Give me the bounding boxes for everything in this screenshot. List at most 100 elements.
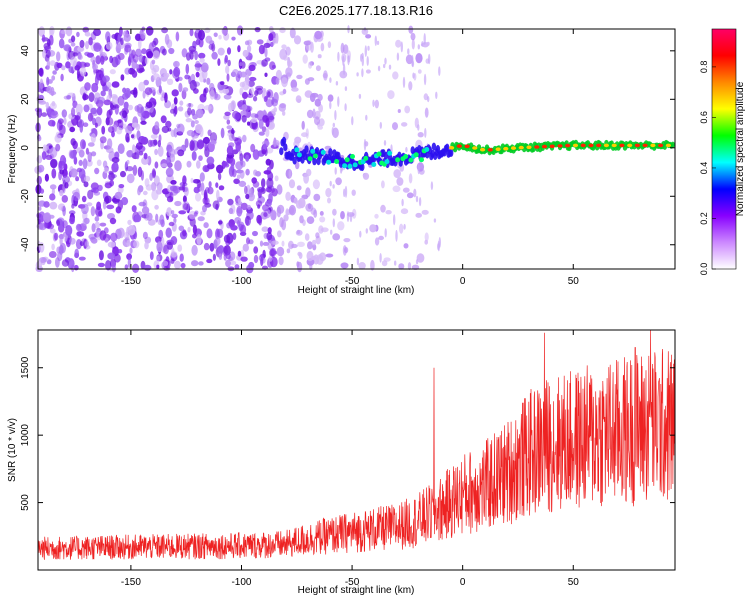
heatmap-noise-blob	[395, 229, 398, 242]
heatmap-noise-blob	[396, 177, 404, 186]
heatmap-noise-blob	[266, 147, 274, 154]
heatmap-noise-blob	[209, 82, 215, 91]
heatmap-noise-blob	[380, 204, 386, 213]
heatmap-noise-blob	[232, 232, 237, 240]
heatmap-y-tick-label: 20	[20, 93, 31, 105]
heatmap-noise-blob	[109, 69, 116, 75]
heatmap-noise-blob	[415, 195, 419, 203]
heatmap-noise-blob	[344, 185, 348, 198]
heatmap-signal-peak	[534, 145, 540, 149]
heatmap-noise-blob	[204, 143, 208, 151]
heatmap-noise-blob	[189, 79, 197, 91]
heatmap-noise-blob	[138, 38, 142, 50]
heatmap-noise-blob	[126, 166, 134, 172]
heatmap-noise-blob	[271, 96, 275, 106]
heatmap-noise-blob	[111, 95, 119, 106]
heatmap-noise-blob	[310, 255, 317, 261]
heatmap-noise-blob	[327, 94, 334, 102]
heatmap-noise-blob	[343, 238, 351, 243]
heatmap-noise-blob	[384, 228, 387, 238]
heatmap-noise-blob	[137, 187, 141, 196]
heatmap-signal-peak	[627, 143, 633, 148]
heatmap-noise-blob	[337, 51, 340, 62]
heatmap-x-ticks: -150 -100 -50 0 50	[121, 29, 579, 287]
heatmap-noise-blob	[424, 232, 429, 242]
heatmap-noise-blob	[400, 208, 409, 215]
heatmap-noise-blob	[365, 69, 371, 74]
heatmap-noise-blob	[267, 91, 271, 98]
heatmap-noise-blob	[206, 228, 213, 239]
heatmap-noise-blob	[224, 111, 231, 117]
heatmap-noise-blob	[170, 251, 178, 258]
heatmap-noise-blob	[156, 264, 160, 269]
heatmap-noise-blob	[270, 210, 277, 221]
heatmap-noise-blob	[344, 103, 347, 112]
heatmap-signal-blob	[283, 143, 288, 152]
heatmap-noise-blob	[142, 190, 148, 196]
heatmap-noise-blob	[50, 158, 58, 168]
heatmap-noise-blob	[249, 87, 254, 94]
heatmap-noise-blob	[39, 78, 44, 90]
heatmap-noise-blob	[46, 59, 51, 70]
heatmap-noise-blob	[87, 189, 94, 200]
heatmap-noise-blob	[79, 123, 84, 133]
heatmap-noise-blob	[339, 166, 343, 174]
heatmap-noise-blob	[396, 52, 400, 61]
heatmap-noise-blob	[100, 90, 106, 97]
heatmap-noise-blob	[88, 233, 96, 240]
heatmap-noise-blob	[113, 253, 121, 263]
heatmap-noise-blob	[130, 89, 138, 95]
heatmap-noise-blob	[86, 159, 93, 167]
heatmap-noise-blob	[190, 120, 195, 128]
heatmap-noise-blob	[381, 260, 388, 267]
heatmap-noise-blob	[103, 86, 109, 92]
heatmap-noise-blob	[262, 204, 270, 212]
heatmap-noise-blob	[118, 119, 124, 129]
heatmap-noise-blob	[365, 114, 368, 121]
heatmap-noise-blob	[187, 226, 191, 233]
heatmap-noise-blob	[104, 195, 112, 204]
heatmap-noise-blob	[258, 190, 263, 199]
heatmap-noise-blob	[332, 184, 335, 189]
snr-y-tick-label: 500	[20, 494, 31, 511]
heatmap-noise-blob	[228, 207, 234, 215]
heatmap-noise-blob	[148, 42, 154, 53]
heatmap-noise-blob	[398, 263, 405, 270]
heatmap-noise-blob	[154, 148, 159, 156]
heatmap-noise-blob	[356, 72, 359, 77]
heatmap-noise-blob	[95, 55, 101, 65]
heatmap-noise-blob	[306, 216, 315, 225]
heatmap-noise-blob	[86, 52, 94, 58]
heatmap-noise-blob	[174, 260, 181, 270]
heatmap-noise-blob	[339, 70, 348, 79]
heatmap-noise-blob	[46, 85, 52, 94]
heatmap-noise-blob	[117, 227, 125, 239]
heatmap-noise-blob	[365, 228, 368, 234]
heatmap-y-tick-label: 40	[20, 45, 31, 57]
colorbar-tick-label: 0.4	[699, 162, 709, 175]
heatmap-noise-blob	[36, 212, 41, 219]
heatmap-noise-blob	[195, 38, 201, 46]
heatmap-noise-blob	[212, 200, 220, 210]
heatmap-noise-blob	[164, 92, 168, 103]
heatmap-noise-blob	[120, 74, 125, 81]
heatmap-noise-blob	[196, 139, 205, 150]
heatmap-noise-blob	[226, 232, 234, 244]
heatmap-signal-blob	[352, 162, 358, 168]
heatmap-noise-blob	[202, 205, 207, 213]
heatmap-noise-blob	[407, 262, 412, 271]
heatmap-noise-blob	[417, 69, 422, 74]
heatmap-noise-blob	[103, 99, 112, 106]
heatmap-noise-blob	[274, 175, 279, 182]
heatmap-noise-blob	[211, 51, 218, 60]
heatmap-noise-blob	[379, 252, 382, 263]
heatmap-noise-blob	[45, 49, 51, 59]
heatmap-noise-blob	[312, 244, 317, 251]
heatmap-noise-blob	[305, 187, 311, 198]
heatmap-noise-blob	[41, 112, 48, 117]
heatmap-noise-blob	[320, 42, 325, 52]
heatmap-noise-blob	[227, 59, 231, 67]
heatmap-signal-blob	[350, 154, 355, 159]
heatmap-noise-blob	[404, 105, 411, 114]
heatmap-noise-blob	[308, 61, 313, 69]
